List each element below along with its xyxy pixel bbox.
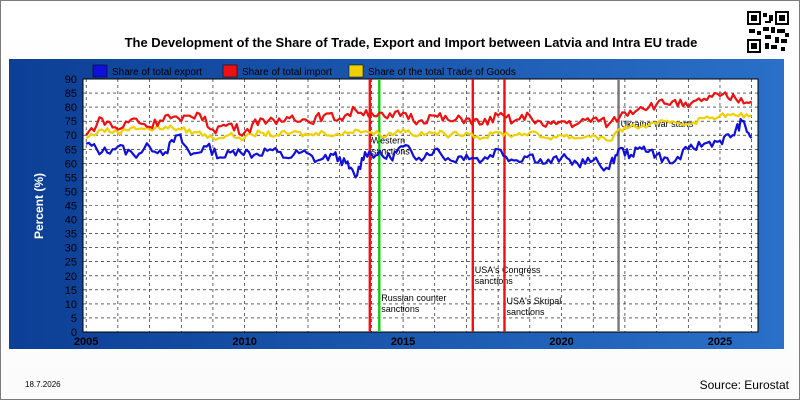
y-tick-label: 35 [65, 229, 77, 241]
series-line [85, 111, 753, 142]
x-tick-labels: 2005 2010 2015 2020 2025 [74, 336, 732, 348]
event-label: USA's Skripal [506, 296, 561, 306]
y-tick-label: 25 [65, 257, 77, 269]
y-tick-label: 80 [65, 102, 77, 114]
event-label: USA's Congress [475, 265, 541, 275]
event-label: sanctions [475, 276, 514, 286]
qr-code-icon [747, 11, 789, 53]
y-tick-labels: 0 5 10 15 20 25 30 35 40 45 50 55 60 65 70 75 80 85 90 [65, 74, 77, 339]
legend-label: Share of the total Trade of Goods [368, 67, 516, 78]
y-tick-label: 15 [65, 285, 77, 297]
y-tick-label: 5 [71, 313, 77, 325]
event-label: sanctions [506, 307, 545, 317]
y-axis-label: Percent (%) [32, 173, 46, 239]
legend: Share of total export Share of total impo… [92, 64, 516, 78]
y-tick-label: 65 [65, 144, 77, 156]
y-tick-label: 10 [65, 299, 77, 311]
x-tick-label: 2010 [232, 336, 256, 348]
y-tick-label: 40 [65, 215, 77, 227]
y-tick-label: 55 [65, 172, 77, 184]
event-label: sanctions [372, 147, 411, 157]
event-label: sanctions [381, 304, 420, 314]
source-label: Source: Eurostat [700, 378, 790, 392]
x-tick-label: 2005 [74, 336, 98, 348]
y-tick-label: 60 [65, 158, 77, 170]
series-line [85, 91, 753, 137]
y-tick-label: 70 [65, 130, 77, 142]
y-tick-label: 75 [65, 116, 77, 128]
legend-label: Share of total import [242, 67, 332, 78]
y-tick-label: 85 [65, 88, 77, 100]
legend-label: Share of total export [112, 67, 202, 78]
x-tick-label: 2025 [708, 336, 732, 348]
x-tick-label: 2020 [549, 336, 573, 348]
y-tick-label: 20 [65, 271, 77, 283]
y-tick-label: 30 [65, 243, 77, 255]
x-tick-label: 2015 [391, 336, 415, 348]
legend-swatch [222, 64, 238, 78]
footer-date: 18.7.2026 [25, 380, 61, 389]
y-tick-label: 90 [65, 74, 77, 86]
chart-title: The Development of the Share of Trade, E… [125, 35, 698, 50]
legend-swatch [92, 64, 108, 78]
series-lines [85, 91, 753, 179]
event-label: Western [372, 136, 405, 146]
series-line [85, 117, 753, 179]
legend-swatch [348, 64, 364, 78]
y-tick-label: 45 [65, 201, 77, 213]
y-tick-label: 0 [71, 327, 77, 339]
event-label: Russian counter [381, 293, 446, 303]
y-tick-label: 50 [65, 186, 77, 198]
